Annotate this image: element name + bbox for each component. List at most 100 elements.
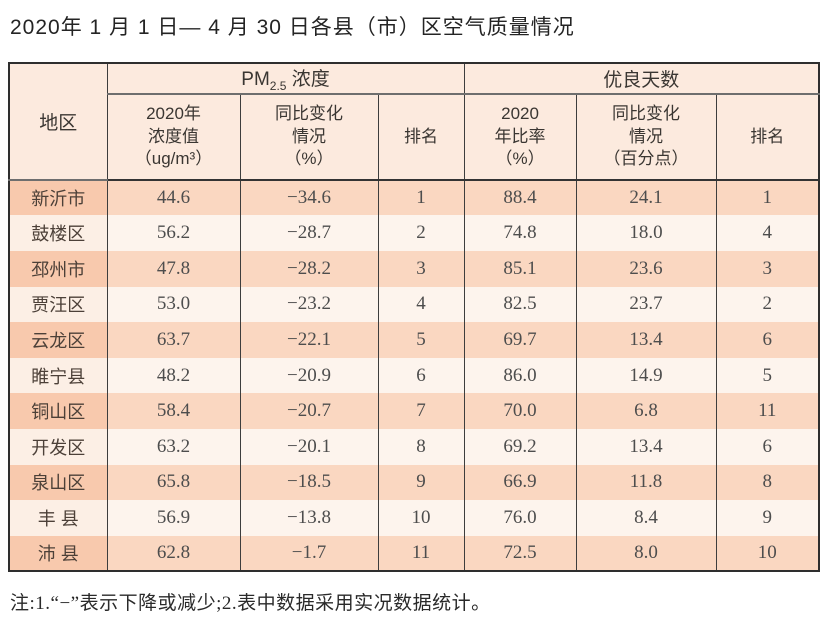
cell-good-rank: 9 [715, 500, 820, 536]
cell-pm-value: 62.8 [106, 535, 240, 572]
cell-good-change: 6.8 [575, 393, 717, 429]
header-sub-row: 2020年 浓度值 （ug/m³） 同比变化 情况 （%） 排名 2020 年比… [9, 93, 820, 181]
table-row: 泉山区 65.8 −18.5 9 66.9 11.8 8 [8, 464, 820, 501]
cell-good-change: 24.1 [575, 179, 717, 216]
cell-good-rate: 88.4 [463, 179, 577, 216]
cell-good-rank: 4 [715, 215, 820, 251]
cell-region: 泉山区 [8, 464, 107, 501]
cell-pm-value: 65.8 [106, 464, 240, 501]
cell-region: 睢宁县 [8, 357, 107, 394]
cell-good-change: 11.8 [575, 464, 717, 501]
table-row: 邳州市 47.8 −28.2 3 85.1 23.6 3 [8, 250, 820, 287]
cell-good-rank: 6 [715, 322, 820, 358]
cell-pm-change: −22.1 [239, 322, 378, 358]
cell-pm-value: 56.2 [106, 215, 240, 251]
cell-good-change: 13.4 [575, 428, 717, 465]
cell-region: 邳州市 [8, 250, 107, 287]
column-header-pm-rank: 排名 [377, 93, 465, 181]
cell-pm-change: −28.7 [239, 215, 378, 251]
cell-good-change: 13.4 [575, 322, 717, 358]
cell-pm-rank: 6 [377, 357, 465, 394]
cell-good-rank: 5 [715, 357, 820, 394]
cell-region: 贾汪区 [8, 286, 107, 323]
cell-good-rank: 1 [715, 179, 820, 216]
cell-pm-change: −28.2 [239, 250, 378, 287]
cell-good-rank: 10 [715, 535, 820, 572]
cell-good-rate: 69.7 [463, 322, 577, 358]
cell-good-rate: 76.0 [463, 500, 577, 536]
cell-good-rank: 2 [715, 286, 820, 323]
footnote: 注:1.“−”表示下降或减少;2.表中数据采用实况数据统计。 [10, 593, 491, 614]
cell-pm-rank: 9 [377, 464, 465, 501]
cell-good-rate: 86.0 [463, 357, 577, 394]
cell-pm-rank: 10 [377, 500, 465, 536]
column-group-pm25: PM2.5 浓度 [106, 63, 465, 95]
cell-region: 新沂市 [8, 179, 107, 216]
cell-good-rate: 66.9 [463, 464, 577, 501]
cell-pm-value: 47.8 [106, 250, 240, 287]
cell-pm-change: −23.2 [239, 286, 378, 323]
cell-pm-rank: 1 [377, 179, 465, 216]
column-header-pm-change: 同比变化 情况 （%） [239, 93, 378, 181]
cell-pm-change: −1.7 [239, 535, 378, 572]
cell-pm-change: −20.9 [239, 357, 378, 394]
cell-pm-rank: 11 [377, 535, 465, 572]
table-row: 云龙区 63.7 −22.1 5 69.7 13.4 6 [8, 322, 820, 358]
column-header-good-change: 同比变化 情况 （百分点） [575, 93, 717, 181]
cell-good-change: 23.7 [575, 286, 717, 323]
cell-pm-change: −13.8 [239, 500, 378, 536]
header-group-row: 地区 PM2.5 浓度 优良天数 [8, 63, 820, 181]
cell-good-rate: 70.0 [463, 393, 577, 429]
table-row: 睢宁县 48.2 −20.9 6 86.0 14.9 5 [8, 357, 820, 394]
table-row: 铜山区 58.4 −20.7 7 70.0 6.8 11 [8, 393, 820, 429]
air-quality-table: 地区 PM2.5 浓度 优良天数 2020年 浓度值 （ug/m³） 同比变化 … [8, 62, 821, 573]
cell-pm-value: 58.4 [106, 393, 240, 429]
cell-good-rank: 11 [715, 393, 820, 429]
column-header-good-rate: 2020 年比率 （%） [463, 93, 577, 181]
cell-good-rank: 8 [715, 464, 820, 501]
cell-pm-value: 53.0 [106, 286, 240, 323]
cell-good-rate: 74.8 [463, 215, 577, 251]
cell-pm-value: 48.2 [106, 357, 240, 394]
cell-good-rate: 69.2 [463, 428, 577, 465]
table-row: 开发区 63.2 −20.1 8 69.2 13.4 6 [8, 428, 820, 465]
cell-region: 鼓楼区 [8, 215, 107, 251]
cell-region: 铜山区 [8, 393, 107, 429]
column-header-good-rank: 排名 [715, 93, 820, 181]
table-row: 沛 县 62.8 −1.7 11 72.5 8.0 10 [8, 535, 820, 572]
pm25-label: PM2.5 浓度 [241, 69, 330, 93]
table-row: 鼓楼区 56.2 −28.7 2 74.8 18.0 4 [8, 215, 820, 251]
cell-pm-rank: 8 [377, 428, 465, 465]
cell-pm-value: 44.6 [106, 179, 240, 216]
table-row: 贾汪区 53.0 −23.2 4 82.5 23.7 2 [8, 286, 820, 323]
cell-pm-value: 56.9 [106, 500, 240, 536]
cell-good-change: 8.0 [575, 535, 717, 572]
cell-region: 开发区 [8, 428, 107, 465]
column-header-pm-value: 2020年 浓度值 （ug/m³） [106, 93, 240, 181]
cell-good-rate: 72.5 [463, 535, 577, 572]
page-title: 2020年 1 月 1 日— 4 月 30 日各县（市）区空气质量情况 [10, 16, 575, 39]
cell-pm-rank: 7 [377, 393, 465, 429]
cell-good-change: 14.9 [575, 357, 717, 394]
column-header-region: 地区 [8, 63, 107, 181]
cell-pm-rank: 5 [377, 322, 465, 358]
cell-pm-rank: 2 [377, 215, 465, 251]
cell-good-change: 8.4 [575, 500, 717, 536]
cell-good-rate: 85.1 [463, 250, 577, 287]
cell-good-rank: 3 [715, 250, 820, 287]
cell-good-change: 23.6 [575, 250, 717, 287]
cell-pm-change: −20.7 [239, 393, 378, 429]
cell-pm-rank: 3 [377, 250, 465, 287]
cell-pm-change: −20.1 [239, 428, 378, 465]
cell-region: 沛 县 [8, 535, 107, 572]
cell-good-rate: 82.5 [463, 286, 577, 323]
cell-good-rank: 6 [715, 428, 820, 465]
table-header: 地区 PM2.5 浓度 优良天数 2020年 浓度值 （ug/m³） 同比变化 … [8, 63, 820, 181]
cell-pm-rank: 4 [377, 286, 465, 323]
cell-pm-change: −34.6 [239, 179, 378, 216]
cell-good-change: 18.0 [575, 215, 717, 251]
table-row: 新沂市 44.6 −34.6 1 88.4 24.1 1 [8, 179, 820, 216]
cell-pm-change: −18.5 [239, 464, 378, 501]
cell-pm-value: 63.2 [106, 428, 240, 465]
cell-region: 云龙区 [8, 322, 107, 358]
